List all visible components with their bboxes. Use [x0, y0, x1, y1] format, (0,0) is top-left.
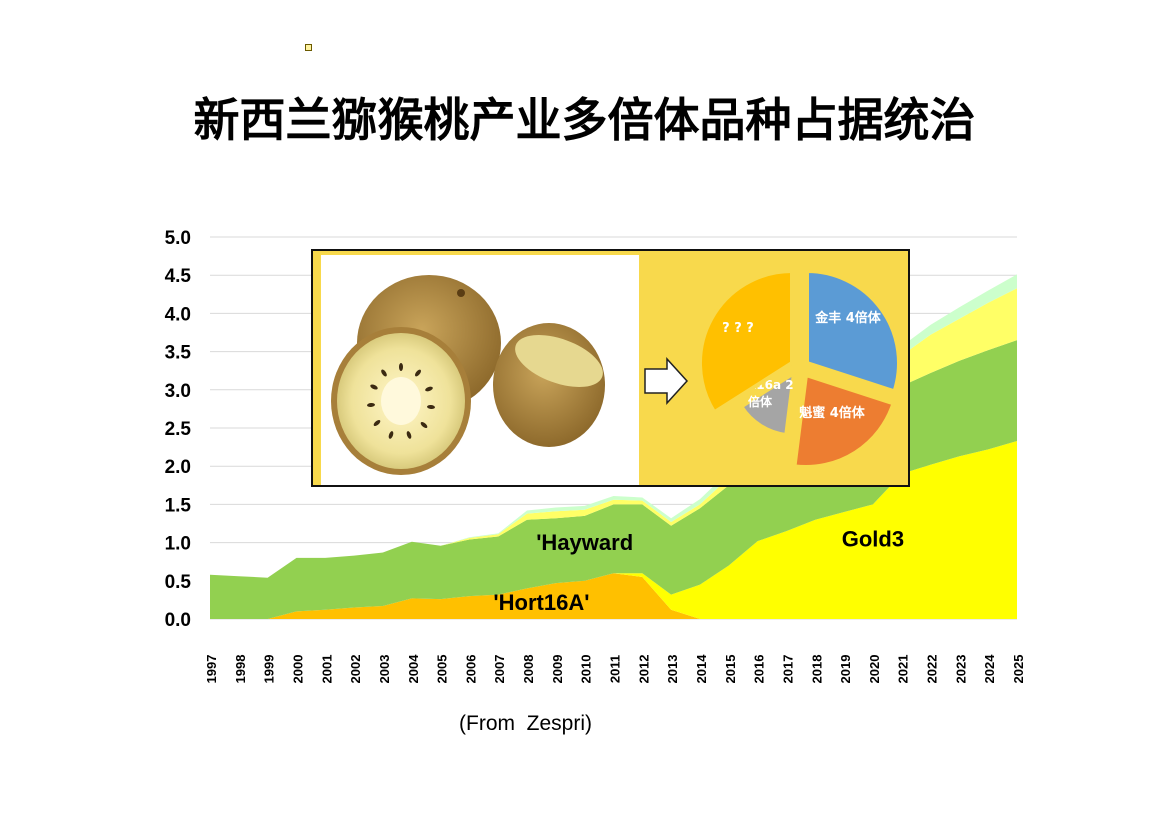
kiwifruit-illustration	[331, 275, 605, 475]
page-title: 新西兰猕猴桃产业多倍体品种占据统治	[193, 93, 976, 147]
pie-slice-label: 魁蜜 4倍体	[799, 405, 866, 421]
annotation-label: 'Hort16A'	[493, 590, 589, 615]
x-tick-label: 2000	[290, 655, 305, 684]
area-series-0	[210, 573, 1017, 619]
annotation-label: 'Hayward	[536, 530, 633, 555]
x-tick-label: 2005	[435, 655, 450, 684]
pie-slice-label: ? ? ?	[722, 321, 754, 336]
pie-slice-label: 倍体	[748, 394, 773, 409]
y-tick-label: 1.5	[165, 495, 192, 516]
y-tick-label: 0.0	[165, 610, 191, 631]
x-tick-label: 2010	[579, 655, 594, 684]
x-tick-label: 2014	[694, 654, 709, 684]
y-tick-label: 0.5	[165, 572, 192, 593]
x-tick-label: 2008	[521, 655, 536, 684]
y-tick-label: 3.5	[165, 343, 192, 364]
x-tick-label: 2018	[809, 655, 824, 684]
x-tick-label: 2022	[925, 655, 940, 684]
x-tick-label: 2023	[953, 655, 968, 684]
x-tick-label: 2004	[406, 654, 421, 684]
chart-annotations: 'Hayward Gold3 'Hort16A'	[493, 526, 904, 614]
area-series-2	[210, 340, 1017, 619]
y-tick-label: 4.5	[165, 266, 192, 287]
x-tick-label: 2011	[608, 655, 623, 683]
x-tick-label: 1999	[262, 655, 277, 684]
x-tick-label: 2016	[752, 655, 767, 684]
y-tick-labels: 0.0 0.5 1.0 1.5 2.0 2.5 3.0 3.5 4.0 4.5 5.0	[165, 228, 192, 631]
pie-slice	[738, 369, 797, 438]
area-series-1	[210, 441, 1017, 619]
y-tick-label: 1.0	[165, 534, 191, 555]
annotation-label: Gold3	[842, 526, 904, 551]
x-tick-label: 2025	[1011, 655, 1026, 684]
right-arrow-icon	[644, 357, 689, 405]
source-caption: (From Zespri)	[459, 712, 592, 735]
pie-slice	[805, 268, 901, 394]
x-tick-label: 2002	[348, 655, 363, 684]
x-tick-label: 1997	[204, 655, 219, 684]
x-tick-label: 2017	[780, 655, 795, 684]
y-tick-label: 2.5	[165, 419, 192, 440]
x-tick-label: 2013	[665, 655, 680, 684]
chart-areas	[210, 274, 1017, 619]
x-tick-label: 2024	[982, 654, 997, 684]
pie-slice-label: 金丰 4倍体	[814, 310, 882, 326]
pie-slice	[792, 372, 897, 469]
x-tick-labels: 1997 1998 1999 2000 2001 2002 2003 2004 2005 2006…	[204, 654, 1026, 684]
y-tick-label: 5.0	[165, 228, 191, 249]
x-tick-label: 2020	[867, 655, 882, 684]
x-tick-label: 2003	[377, 655, 392, 684]
x-tick-label: 2006	[463, 655, 478, 684]
x-tick-label: 2021	[896, 655, 911, 684]
x-tick-label: 2007	[492, 655, 507, 684]
slide-marker	[305, 44, 312, 51]
y-tick-label: 3.0	[165, 381, 191, 402]
x-tick-label: 2001	[319, 655, 334, 684]
y-tick-label: 2.0	[165, 457, 191, 478]
x-tick-label: 1998	[233, 655, 248, 684]
pie-slice	[698, 268, 794, 416]
x-tick-label: 2009	[550, 655, 565, 684]
y-tick-label: 4.0	[165, 304, 191, 325]
x-tick-label: 2019	[838, 655, 853, 684]
x-tick-label: 2012	[636, 655, 651, 684]
x-tick-label: 2015	[723, 655, 738, 684]
kiwifruit-photo	[321, 255, 639, 485]
